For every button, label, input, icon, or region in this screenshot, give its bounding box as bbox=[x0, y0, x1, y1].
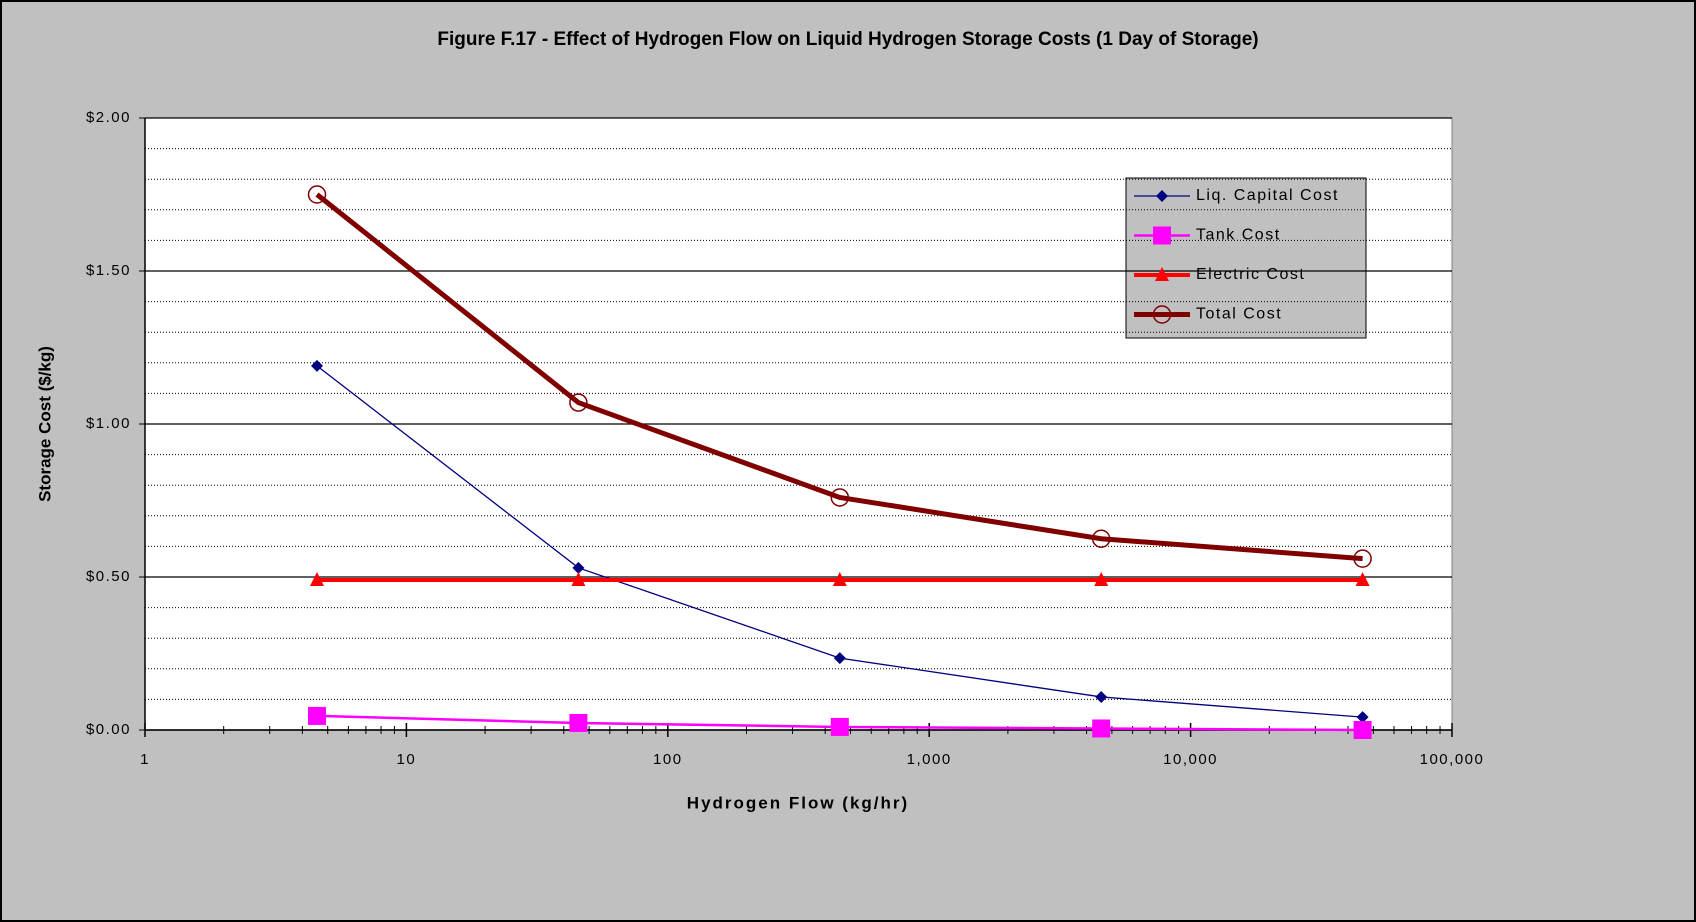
y-tick-label: $1.00 bbox=[86, 415, 131, 432]
marker bbox=[833, 652, 846, 665]
marker bbox=[569, 393, 588, 412]
legend bbox=[1125, 177, 1367, 339]
marker bbox=[1091, 529, 1111, 548]
x-tick-label: 10 bbox=[397, 751, 417, 768]
x-tick-label: 100,000 bbox=[1420, 751, 1485, 768]
marker bbox=[1094, 572, 1109, 587]
marker bbox=[1092, 719, 1111, 738]
legend-marker bbox=[1153, 226, 1171, 245]
legend-marker bbox=[1152, 305, 1172, 324]
marker bbox=[571, 572, 586, 587]
series-line bbox=[315, 192, 1363, 562]
x-axis-label: Hydrogen Flow (kg/hr) bbox=[687, 793, 909, 812]
legend-label: Total Cost bbox=[1196, 306, 1282, 323]
marker bbox=[1356, 711, 1369, 724]
legend-marker bbox=[1155, 267, 1169, 281]
x-tick-label: 1 bbox=[140, 751, 150, 768]
marker bbox=[1353, 549, 1372, 568]
marker bbox=[307, 185, 327, 204]
marker bbox=[308, 706, 327, 725]
marker bbox=[1095, 690, 1108, 703]
legend-marker bbox=[1156, 190, 1168, 202]
x-tick-label: 10,000 bbox=[1163, 751, 1218, 768]
legend-label: Electric Cost bbox=[1196, 266, 1305, 283]
y-tick-label: $0.50 bbox=[86, 568, 131, 585]
y-tick-label: $0.00 bbox=[86, 721, 131, 738]
marker bbox=[572, 561, 585, 574]
marker bbox=[569, 713, 588, 732]
marker bbox=[832, 572, 847, 587]
y-tick-label: $2.00 bbox=[86, 109, 131, 126]
marker bbox=[830, 488, 850, 507]
x-tick-label: 100 bbox=[653, 751, 683, 768]
legend-label: Tank Cost bbox=[1196, 227, 1281, 244]
marker bbox=[311, 359, 324, 372]
marker bbox=[1355, 572, 1370, 587]
marker bbox=[1353, 721, 1372, 739]
marker bbox=[830, 717, 849, 736]
legend-label: Liq. Capital Cost bbox=[1196, 187, 1339, 204]
marker bbox=[310, 572, 325, 587]
y-axis-label: Storage Cost ($/kg) bbox=[35, 346, 54, 502]
chart-title: Figure F.17 - Effect of Hydrogen Flow on… bbox=[437, 29, 1258, 50]
y-tick-label: $1.50 bbox=[86, 262, 131, 279]
x-tick-label: 1,000 bbox=[907, 751, 952, 768]
